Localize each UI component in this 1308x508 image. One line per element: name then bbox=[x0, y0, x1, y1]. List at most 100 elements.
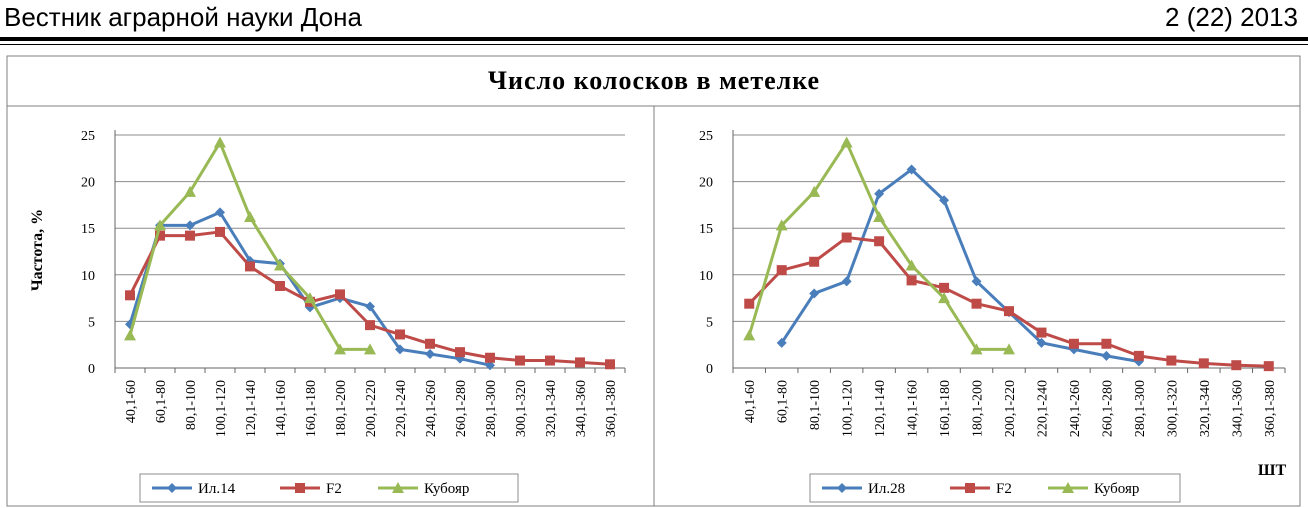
x-tick-label: 220,1-240 bbox=[1035, 380, 1050, 437]
legend-marker bbox=[965, 483, 975, 493]
data-point bbox=[1101, 350, 1112, 361]
data-point bbox=[335, 289, 345, 300]
x-tick-label: 120,1-140 bbox=[873, 380, 888, 437]
data-point bbox=[215, 226, 225, 237]
y-tick-label: 25 bbox=[81, 129, 95, 144]
data-point bbox=[124, 329, 136, 341]
x-tick-label: 80,1-100 bbox=[184, 380, 199, 430]
data-point bbox=[938, 292, 951, 304]
y-tick-label: 15 bbox=[699, 222, 713, 237]
legend-label: Кубояр bbox=[424, 481, 469, 497]
legend-label: Ил.28 bbox=[868, 481, 905, 497]
x-tick-label: 240,1-260 bbox=[424, 380, 439, 437]
data-point bbox=[215, 207, 225, 218]
data-point bbox=[906, 164, 917, 175]
data-point bbox=[1166, 355, 1177, 366]
data-point bbox=[185, 220, 195, 231]
data-point bbox=[1004, 306, 1014, 317]
y-tick-label: 15 bbox=[81, 222, 95, 237]
legend-marker bbox=[295, 483, 305, 493]
data-point bbox=[939, 282, 950, 293]
x-tick-label: 340,1-360 bbox=[1230, 380, 1245, 437]
data-point bbox=[808, 185, 821, 197]
data-point bbox=[874, 188, 885, 199]
data-point bbox=[970, 343, 983, 355]
x-tick-label: 300,1-320 bbox=[1165, 380, 1180, 437]
x-tick-label: 100,1-120 bbox=[214, 380, 229, 437]
data-point bbox=[214, 136, 226, 148]
data-point bbox=[1003, 343, 1015, 355]
data-point bbox=[1101, 338, 1112, 349]
data-point bbox=[425, 338, 435, 349]
data-point bbox=[395, 329, 405, 340]
data-point bbox=[125, 290, 135, 301]
x-tick-label: 300,1-320 bbox=[514, 380, 529, 437]
data-point bbox=[274, 259, 286, 271]
data-point bbox=[1263, 361, 1274, 372]
y-tick-label: 0 bbox=[88, 362, 95, 377]
x-tick-label: 60,1-80 bbox=[154, 380, 169, 423]
data-point bbox=[245, 261, 255, 272]
x-tick-label: 160,1-180 bbox=[304, 380, 319, 437]
data-point bbox=[184, 185, 196, 197]
data-point bbox=[364, 343, 376, 355]
legend-marker bbox=[392, 482, 404, 493]
x-tick-label: 260,1-280 bbox=[1100, 380, 1115, 437]
x-tick-label: 260,1-280 bbox=[454, 380, 469, 437]
data-point bbox=[395, 344, 405, 355]
data-point bbox=[809, 288, 820, 299]
data-point bbox=[1198, 358, 1209, 369]
y-tick-label: 5 bbox=[88, 315, 95, 330]
data-point bbox=[515, 355, 525, 366]
y-axis-label: Частота, % bbox=[29, 209, 46, 291]
x-tick-label: 180,1-200 bbox=[971, 380, 986, 437]
x-tick-label: 120,1-140 bbox=[244, 380, 259, 437]
data-point bbox=[1133, 350, 1144, 361]
x-tick-label: 340,1-360 bbox=[574, 380, 589, 437]
data-point bbox=[971, 298, 982, 309]
x-tick-label: 140,1-160 bbox=[274, 380, 289, 437]
data-point bbox=[365, 320, 375, 331]
legend-marker bbox=[837, 483, 847, 493]
data-point bbox=[809, 256, 820, 267]
data-point bbox=[775, 219, 788, 231]
data-point bbox=[365, 301, 375, 312]
x-tick-label: 280,1-300 bbox=[484, 380, 499, 437]
data-point bbox=[425, 349, 435, 360]
data-point bbox=[304, 292, 316, 304]
data-point bbox=[155, 230, 165, 241]
journal-name: Вестник аграрной науки Дона bbox=[4, 2, 362, 32]
data-point bbox=[575, 357, 585, 368]
data-point bbox=[455, 347, 465, 358]
data-point bbox=[185, 230, 195, 241]
data-point bbox=[743, 329, 756, 341]
data-point bbox=[906, 275, 917, 286]
x-tick-label: 40,1-60 bbox=[743, 380, 758, 423]
data-point bbox=[841, 232, 852, 243]
header-rule-thick bbox=[0, 37, 1308, 41]
x-tick-label: 280,1-300 bbox=[1133, 380, 1148, 437]
data-point bbox=[1068, 338, 1079, 349]
x-tick-label: 220,1-240 bbox=[394, 380, 409, 437]
data-point bbox=[244, 211, 256, 223]
y-tick-label: 0 bbox=[706, 362, 713, 377]
data-point bbox=[154, 219, 166, 231]
legend-label: F2 bbox=[326, 481, 342, 497]
data-point bbox=[840, 136, 853, 148]
data-point bbox=[874, 236, 885, 247]
x-tick-label: 140,1-160 bbox=[906, 380, 921, 437]
data-point bbox=[1036, 327, 1047, 338]
y-tick-label: 25 bbox=[699, 129, 713, 144]
legend-label: Ил.14 bbox=[198, 481, 236, 497]
y-tick-label: 10 bbox=[81, 269, 95, 284]
data-point bbox=[971, 276, 982, 287]
x-unit-label: ШТ bbox=[1258, 462, 1287, 479]
data-point bbox=[545, 355, 555, 366]
x-tick-label: 240,1-260 bbox=[1068, 380, 1083, 437]
x-tick-label: 200,1-220 bbox=[364, 380, 379, 437]
chart-panel-right: 0 5 10 15 20 25 40,1-60 60,1-80 80,1-100 100,1-12… bbox=[699, 129, 1286, 503]
series-line bbox=[128, 140, 370, 351]
figure-title: Число колосков в метелке bbox=[488, 66, 820, 95]
data-point bbox=[905, 259, 918, 271]
